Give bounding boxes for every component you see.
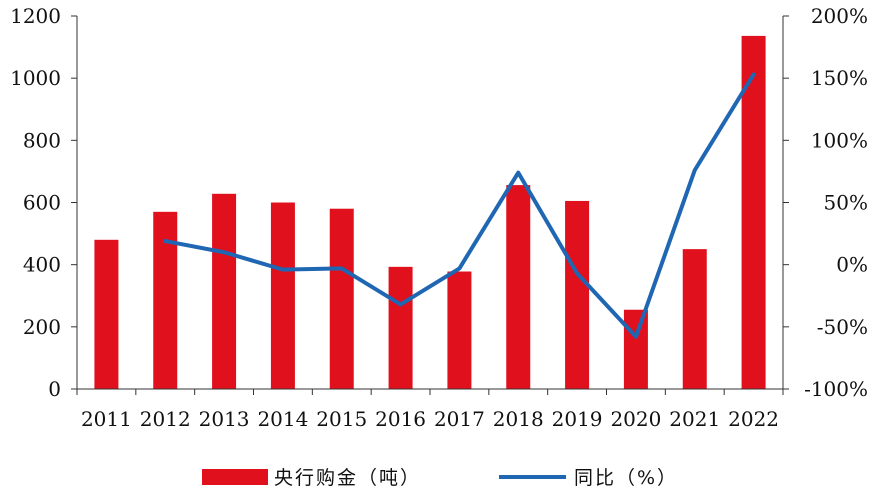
left-axis-ticks: 0 200 400 600 800 1000 1200 <box>10 4 77 401</box>
legend-line-label: 同比（%） <box>574 467 678 489</box>
x-tick-label: 2022 <box>728 407 779 431</box>
x-axis-ticks: 2011 2012 2013 2014 2015 2016 2017 2018 2019 2020… <box>76 389 784 431</box>
bar-2013 <box>212 193 237 389</box>
bar-2022 <box>741 35 766 389</box>
x-tick-label: 2018 <box>493 407 544 431</box>
bar-2016 <box>388 266 413 389</box>
left-tick-label: 800 <box>23 128 61 152</box>
axes <box>76 16 784 390</box>
left-tick-label: 1200 <box>10 4 61 28</box>
bar-series <box>94 35 766 389</box>
x-tick-label: 2014 <box>257 407 308 431</box>
left-tick-label: 200 <box>23 315 61 339</box>
right-tick-label: 50% <box>824 191 868 215</box>
right-tick-label: 0% <box>836 253 868 277</box>
line-series <box>163 72 756 339</box>
yoy-line <box>163 72 756 339</box>
x-tick-label: 2020 <box>610 407 661 431</box>
x-tick-label: 2013 <box>199 407 250 431</box>
left-tick-label: 600 <box>23 191 61 215</box>
x-tick-label: 2015 <box>316 407 367 431</box>
right-tick-label: 100% <box>811 128 868 152</box>
bar-2018 <box>506 185 531 389</box>
bar-2015 <box>329 208 354 389</box>
bar-2021 <box>682 249 707 389</box>
legend: 央行购金（吨） 同比（%） <box>202 467 678 489</box>
left-tick-label: 1000 <box>10 66 61 90</box>
bar-2019 <box>565 200 590 389</box>
right-tick-label: 200% <box>811 4 868 28</box>
bar-2012 <box>153 211 178 389</box>
x-tick-label: 2017 <box>434 407 485 431</box>
right-tick-label: -50% <box>817 315 868 339</box>
left-tick-label: 0 <box>48 377 61 401</box>
bar-2011 <box>94 239 119 389</box>
right-tick-label: 150% <box>811 66 868 90</box>
bar-2017 <box>447 271 472 389</box>
left-tick-label: 400 <box>23 253 61 277</box>
legend-bar-label: 央行购金（吨） <box>274 467 421 489</box>
x-tick-label: 2019 <box>552 407 603 431</box>
x-tick-label: 2016 <box>375 407 426 431</box>
x-tick-label: 2012 <box>140 407 191 431</box>
bar-2020 <box>623 309 648 389</box>
x-tick-label: 2021 <box>669 407 720 431</box>
right-tick-label: -100% <box>804 377 868 401</box>
bar-2014 <box>270 202 295 389</box>
x-tick-label: 2011 <box>81 407 132 431</box>
legend-bar-swatch <box>202 469 268 485</box>
right-axis-ticks: -100% -50% 0% 50% 100% 150% 200% <box>783 4 868 401</box>
